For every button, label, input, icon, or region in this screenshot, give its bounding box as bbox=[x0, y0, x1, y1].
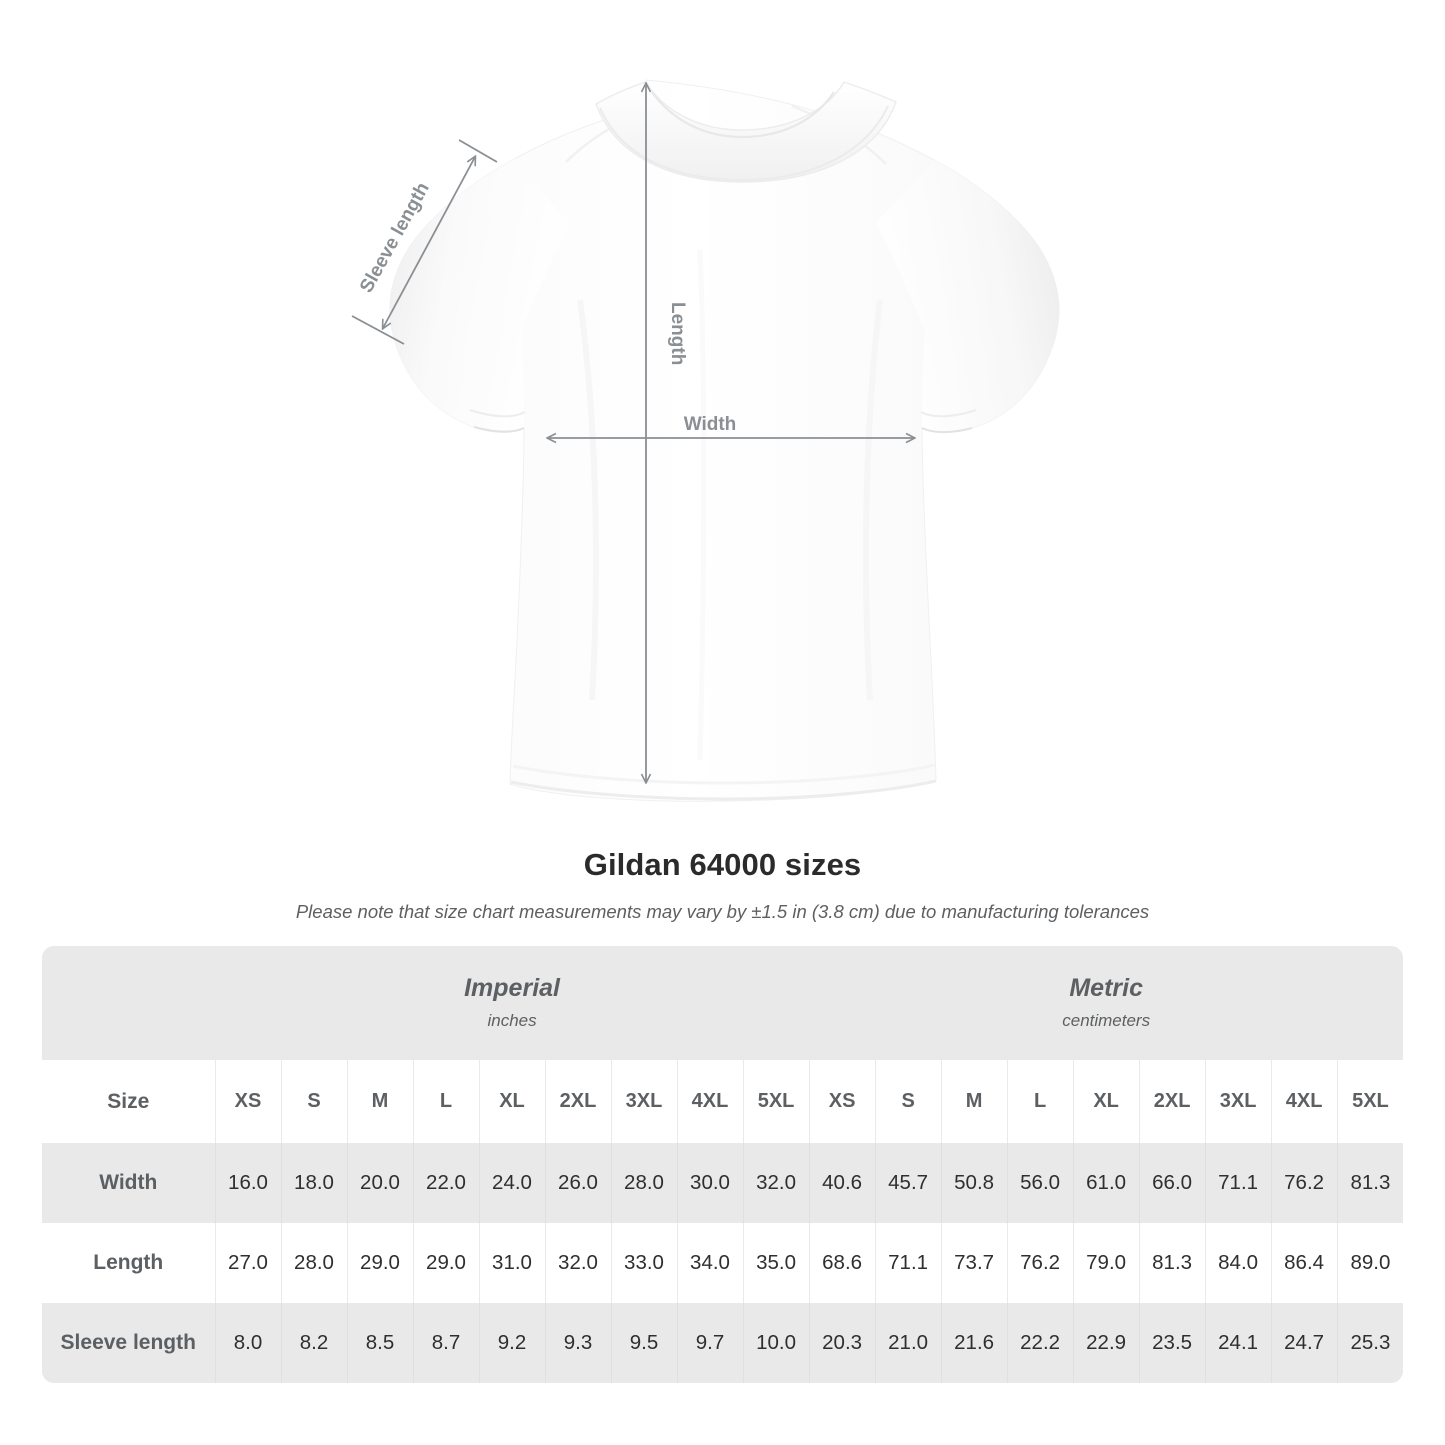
size-header-metric-xs: XS bbox=[808, 1060, 876, 1143]
cell-width-imperial-s: 18.0 bbox=[280, 1143, 347, 1223]
cell-length-imperial-2xl: 32.0 bbox=[544, 1223, 611, 1303]
cell-length-metric-4xl: 86.4 bbox=[1270, 1223, 1338, 1303]
cell-width-imperial-m: 20.0 bbox=[346, 1143, 413, 1223]
cell-sleeve-length-imperial-5xl: 10.0 bbox=[742, 1303, 810, 1383]
cell-length-metric-s: 71.1 bbox=[874, 1223, 942, 1303]
size-header-label: Size bbox=[42, 1060, 215, 1143]
cell-width-metric-l: 56.0 bbox=[1006, 1143, 1074, 1223]
cell-length-imperial-3xl: 33.0 bbox=[610, 1223, 677, 1303]
cell-sleeve-length-imperial-4xl: 9.7 bbox=[676, 1303, 743, 1383]
cell-width-imperial-l: 22.0 bbox=[412, 1143, 479, 1223]
cell-width-metric-5xl: 81.3 bbox=[1336, 1143, 1404, 1223]
cell-sleeve-length-metric-xs: 20.3 bbox=[808, 1303, 876, 1383]
size-header-row: Size XS S M L XL 2XL 3XL 4XL 5XL XS S M L XL 2XL 3XL 4XL 5… bbox=[42, 1060, 1404, 1143]
size-header-metric-4xl: 4XL bbox=[1270, 1060, 1338, 1143]
size-header-metric-l: L bbox=[1006, 1060, 1074, 1143]
cell-width-imperial-xs: 16.0 bbox=[214, 1143, 281, 1223]
cell-width-imperial-3xl: 28.0 bbox=[610, 1143, 677, 1223]
size-header-imperial-m: M bbox=[346, 1060, 413, 1143]
heading-block: Gildan 64000 sizes Please note that size… bbox=[0, 845, 1445, 925]
cell-sleeve-length-imperial-m: 8.5 bbox=[346, 1303, 413, 1383]
size-header-imperial-xs: XS bbox=[214, 1060, 281, 1143]
size-header-imperial-4xl: 4XL bbox=[676, 1060, 743, 1143]
size-header-metric-s: S bbox=[874, 1060, 942, 1143]
size-chart-table: Imperial inches Metric centimeters Size XS S M L… bbox=[42, 946, 1404, 1383]
row-label-length: Length bbox=[42, 1223, 215, 1303]
cell-width-metric-m: 50.8 bbox=[940, 1143, 1008, 1223]
size-header-imperial-xl: XL bbox=[478, 1060, 545, 1143]
size-header-metric-5xl: 5XL bbox=[1336, 1060, 1404, 1143]
cell-length-metric-5xl: 89.0 bbox=[1336, 1223, 1404, 1303]
cell-width-imperial-5xl: 32.0 bbox=[742, 1143, 810, 1223]
unit-section-name: Imperial bbox=[464, 973, 560, 1002]
cell-sleeve-length-imperial-xl: 9.2 bbox=[478, 1303, 545, 1383]
cell-length-metric-xl: 79.0 bbox=[1072, 1223, 1140, 1303]
cell-sleeve-length-imperial-l: 8.7 bbox=[412, 1303, 479, 1383]
cell-width-metric-2xl: 66.0 bbox=[1138, 1143, 1206, 1223]
cell-length-imperial-s: 28.0 bbox=[280, 1223, 347, 1303]
cell-sleeve-length-metric-s: 21.0 bbox=[874, 1303, 942, 1383]
page-title: Gildan 64000 sizes bbox=[583, 847, 862, 882]
tshirt-diagram: Width Length Sleeve length bbox=[351, 79, 1060, 802]
cell-length-imperial-l: 29.0 bbox=[412, 1223, 479, 1303]
row-label-sleeve-length: Sleeve length bbox=[42, 1303, 215, 1383]
cell-width-metric-xs: 40.6 bbox=[808, 1143, 876, 1223]
unit-section-name: Metric bbox=[1069, 973, 1143, 1002]
cell-width-metric-4xl: 76.2 bbox=[1270, 1143, 1338, 1223]
cell-length-metric-m: 73.7 bbox=[940, 1223, 1008, 1303]
cell-sleeve-length-metric-2xl: 23.5 bbox=[1138, 1303, 1206, 1383]
cell-length-imperial-xl: 31.0 bbox=[478, 1223, 545, 1303]
cell-width-imperial-xl: 24.0 bbox=[478, 1143, 545, 1223]
cell-sleeve-length-metric-3xl: 24.1 bbox=[1204, 1303, 1272, 1383]
cell-length-imperial-m: 29.0 bbox=[346, 1223, 413, 1303]
cell-sleeve-length-metric-l: 22.2 bbox=[1006, 1303, 1074, 1383]
size-header-metric-2xl: 2XL bbox=[1138, 1060, 1206, 1143]
length-label: Length bbox=[667, 302, 688, 365]
size-header-metric-xl: XL bbox=[1072, 1060, 1140, 1143]
size-header-imperial-s: S bbox=[280, 1060, 347, 1143]
cell-length-metric-2xl: 81.3 bbox=[1138, 1223, 1206, 1303]
cell-sleeve-length-metric-5xl: 25.3 bbox=[1336, 1303, 1404, 1383]
size-header-imperial-3xl: 3XL bbox=[610, 1060, 677, 1143]
cell-width-imperial-2xl: 26.0 bbox=[544, 1143, 611, 1223]
cell-sleeve-length-metric-m: 21.6 bbox=[940, 1303, 1008, 1383]
cell-sleeve-length-imperial-xs: 8.0 bbox=[214, 1303, 281, 1383]
row-label-width: Width bbox=[42, 1143, 215, 1223]
cell-width-metric-s: 45.7 bbox=[874, 1143, 942, 1223]
tolerance-note: Please note that size chart measurements… bbox=[295, 901, 1150, 922]
sleeve-length-measure-arrow bbox=[351, 139, 498, 345]
unit-section-imperial: Imperial inches bbox=[215, 946, 810, 1060]
cell-length-imperial-4xl: 34.0 bbox=[676, 1223, 743, 1303]
shirt-shape bbox=[389, 79, 1060, 802]
unit-section-sub: inches bbox=[487, 1010, 537, 1030]
cell-width-imperial-4xl: 30.0 bbox=[676, 1143, 743, 1223]
table-row: Sleeve length 8.0 8.2 8.5 8.7 9.2 9.3 9.5 9.7 10.… bbox=[42, 1303, 1404, 1383]
cell-sleeve-length-imperial-s: 8.2 bbox=[280, 1303, 347, 1383]
table-row: Width 16.0 18.0 20.0 22.0 24.0 26.0 28.0 30.0 32.… bbox=[42, 1143, 1404, 1223]
cell-length-imperial-5xl: 35.0 bbox=[742, 1223, 810, 1303]
cell-sleeve-length-metric-xl: 22.9 bbox=[1072, 1303, 1140, 1383]
cell-sleeve-length-imperial-3xl: 9.5 bbox=[610, 1303, 677, 1383]
size-header-imperial-l: L bbox=[412, 1060, 479, 1143]
size-header-imperial-2xl: 2XL bbox=[544, 1060, 611, 1143]
cell-length-metric-xs: 68.6 bbox=[808, 1223, 876, 1303]
cell-length-metric-l: 76.2 bbox=[1006, 1223, 1074, 1303]
size-header-metric-m: M bbox=[940, 1060, 1008, 1143]
cell-length-imperial-xs: 27.0 bbox=[214, 1223, 281, 1303]
cell-length-metric-3xl: 84.0 bbox=[1204, 1223, 1272, 1303]
table-row: Length 27.0 28.0 29.0 29.0 31.0 32.0 33.0 34.0 35… bbox=[42, 1223, 1404, 1303]
unit-section-metric: Metric centimeters bbox=[809, 946, 1404, 1060]
size-header-metric-3xl: 3XL bbox=[1204, 1060, 1272, 1143]
width-label: Width bbox=[684, 414, 737, 435]
unit-section-sub: centimeters bbox=[1062, 1010, 1151, 1030]
unit-band-spacer bbox=[42, 946, 215, 1060]
cell-sleeve-length-metric-4xl: 24.7 bbox=[1270, 1303, 1338, 1383]
cell-width-metric-3xl: 71.1 bbox=[1204, 1143, 1272, 1223]
cell-sleeve-length-imperial-2xl: 9.3 bbox=[544, 1303, 611, 1383]
cell-width-metric-xl: 61.0 bbox=[1072, 1143, 1140, 1223]
size-header-imperial-5xl: 5XL bbox=[742, 1060, 810, 1143]
unit-band-row: Imperial inches Metric centimeters bbox=[42, 946, 1404, 1060]
